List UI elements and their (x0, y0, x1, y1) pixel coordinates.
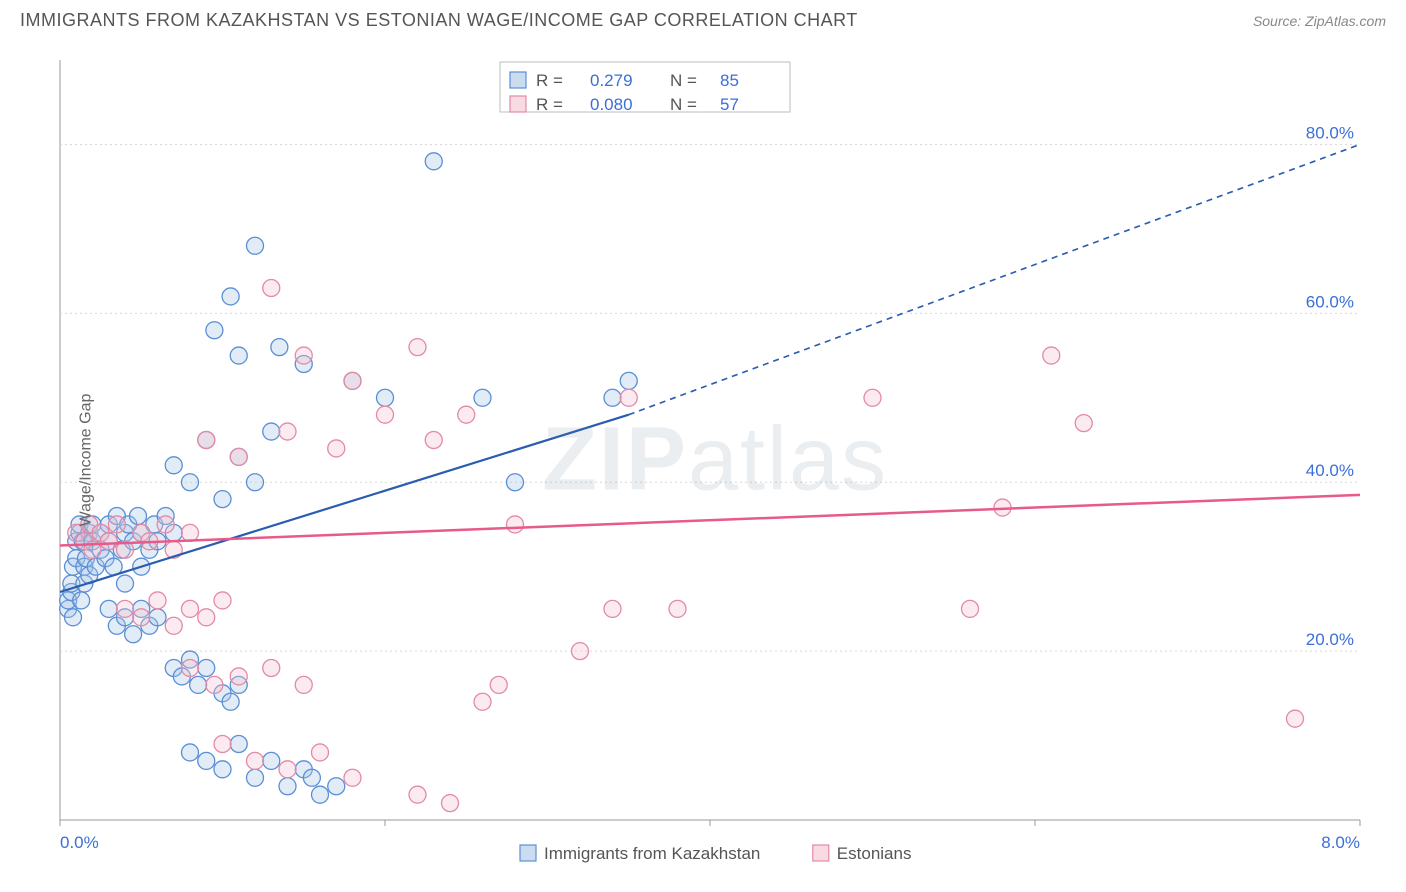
svg-text:R =: R = (536, 95, 563, 114)
svg-text:80.0%: 80.0% (1306, 123, 1354, 142)
svg-text:0.080: 0.080 (590, 95, 633, 114)
svg-text:0.0%: 0.0% (60, 833, 99, 852)
svg-text:R =: R = (536, 71, 563, 90)
source-prefix: Source: (1253, 13, 1305, 29)
chart-title: IMMIGRANTS FROM KAZAKHSTAN VS ESTONIAN W… (20, 10, 858, 31)
svg-text:Immigrants from Kazakhstan: Immigrants from Kazakhstan (544, 844, 760, 863)
svg-text:N =: N = (670, 95, 697, 114)
svg-text:40.0%: 40.0% (1306, 461, 1354, 480)
svg-text:85: 85 (720, 71, 739, 90)
y-axis-label: Wage/Income Gap (77, 394, 95, 527)
chart-header: IMMIGRANTS FROM KAZAKHSTAN VS ESTONIAN W… (0, 0, 1406, 36)
svg-text:20.0%: 20.0% (1306, 630, 1354, 649)
svg-text:N =: N = (670, 71, 697, 90)
source-name: ZipAtlas.com (1305, 13, 1386, 29)
svg-text:8.0%: 8.0% (1321, 833, 1360, 852)
svg-text:60.0%: 60.0% (1306, 292, 1354, 311)
scatter-chart: 20.0% 40.0% 60.0% 80.0% 0.0% 8.0% R = 0.279 N = 8… (50, 50, 1380, 870)
svg-text:0.279: 0.279 (590, 71, 633, 90)
source-attribution: Source: ZipAtlas.com (1253, 13, 1386, 29)
svg-text:57: 57 (720, 95, 739, 114)
svg-text:Estonians: Estonians (837, 844, 912, 863)
chart-container: Wage/Income Gap 20.0% 40.0% 60.0% 80.0% 0.0%… (50, 50, 1380, 870)
